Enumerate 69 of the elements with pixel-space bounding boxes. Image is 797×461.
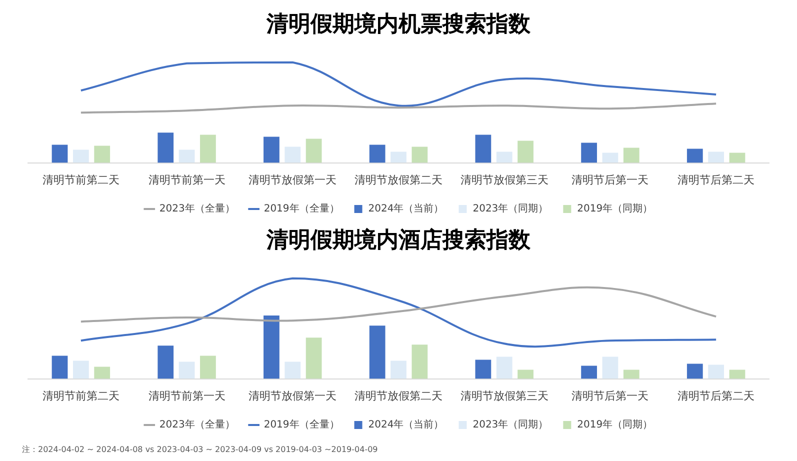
- bar: [284, 146, 301, 163]
- x-tick-label: 清明节放假第二天: [354, 389, 442, 402]
- x-tick-label: 清明节放假第三天: [460, 173, 548, 186]
- bar: [200, 134, 216, 163]
- x-tick-label: 清明节放假第一天: [248, 389, 337, 402]
- bar: [623, 370, 640, 379]
- bar: [178, 362, 195, 379]
- x-tick-label: 清明节放假第二天: [354, 173, 442, 186]
- bar: [158, 132, 174, 163]
- bar: [623, 148, 640, 163]
- x-tick-label: 清明节前第一天: [148, 389, 226, 402]
- bar: [200, 356, 216, 379]
- bar: [369, 144, 386, 163]
- bar: [475, 360, 492, 379]
- legend-label: 2019年（同期）: [577, 202, 653, 215]
- x-tick-label: 清明节放假第一天: [248, 173, 337, 186]
- bar: [602, 152, 618, 163]
- bar: [72, 150, 89, 163]
- x-tick-label: 清明节前第二天: [42, 173, 120, 186]
- x-tick-label: 清明节后第二天: [678, 173, 755, 186]
- bar: [94, 366, 110, 379]
- bar: [52, 356, 68, 379]
- bar: [390, 152, 406, 163]
- text: 注：2024-04-02 ~ 2024-04-08 vs 2023-04-03 ~ 2023-04-09 vs 2019-04-03 ~2019-04-09: [22, 444, 379, 455]
- legend-label: 2023年（全量）: [159, 202, 235, 215]
- legend-label: 2019年（全量）: [264, 418, 340, 431]
- bar: [306, 138, 322, 163]
- bar: [581, 366, 597, 379]
- chart-title: 清明假期境内机票搜索指数: [266, 10, 532, 37]
- bar: [686, 148, 703, 163]
- x-tick-label: 清明节前第二天: [42, 389, 120, 402]
- bar: [264, 316, 280, 379]
- bar: [496, 356, 512, 379]
- bar: [708, 152, 724, 163]
- bar: [178, 150, 195, 163]
- bar: [264, 136, 280, 163]
- bar: [729, 152, 746, 163]
- x-tick-label: 清明节后第一天: [572, 389, 649, 402]
- bar: [412, 146, 428, 163]
- bar: [306, 338, 322, 379]
- legend-label: 2024年（当前）: [368, 202, 444, 215]
- bar: [412, 344, 428, 379]
- bar: [72, 360, 89, 379]
- bar: [475, 134, 492, 163]
- bar: [94, 146, 110, 163]
- bar: [729, 370, 746, 379]
- bar: [518, 140, 534, 163]
- x-tick-label: 清明节放假第三天: [460, 389, 548, 402]
- bar: [581, 142, 597, 163]
- legend-label: 2023年（同期）: [472, 418, 548, 431]
- bar: [708, 364, 724, 379]
- legend-label: 2019年（同期）: [577, 418, 653, 431]
- legend-label: 2019年（全量）: [264, 202, 340, 215]
- bar: [284, 362, 301, 379]
- legend-label: 2024年（当前）: [368, 418, 444, 431]
- bar: [158, 346, 174, 379]
- chart-title: 清明假期境内酒店搜索指数: [266, 226, 532, 253]
- bar: [518, 370, 534, 379]
- legend-label: 2023年（全量）: [159, 418, 235, 431]
- x-tick-label: 清明节前第一天: [148, 173, 226, 186]
- x-tick-label: 清明节后第二天: [678, 389, 755, 402]
- bar: [52, 144, 68, 163]
- legend-label: 2023年（同期）: [472, 202, 548, 215]
- bar: [686, 364, 703, 379]
- bar: [390, 360, 406, 379]
- bar: [369, 326, 386, 379]
- bar: [602, 356, 618, 379]
- bar: [496, 152, 512, 163]
- x-tick-label: 清明节后第一天: [572, 173, 649, 186]
